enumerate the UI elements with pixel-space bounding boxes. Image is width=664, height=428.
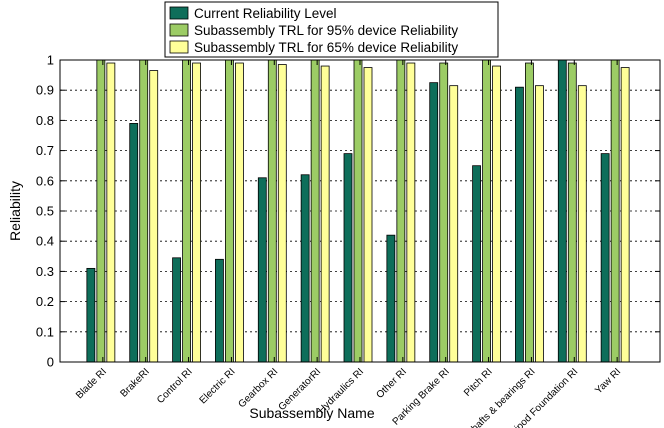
y-axis-ticks: 0 0.1 0.2 0.3 0.4 0.5 0.6 0.7 0.8 0.9 1 bbox=[36, 53, 660, 370]
bar-1 bbox=[386, 234, 396, 363]
bar-1 bbox=[600, 153, 610, 363]
bar-2 bbox=[182, 59, 191, 363]
bar-2 bbox=[267, 59, 277, 363]
y-tick-label: 0.8 bbox=[36, 113, 54, 128]
bar-3 bbox=[406, 62, 416, 363]
bar-1 bbox=[515, 86, 524, 363]
y-tick-label: 0.6 bbox=[36, 173, 54, 188]
legend-entry-2: Subassembly TRL for 95% device Reliabili… bbox=[194, 23, 458, 38]
y-tick-label: 1 bbox=[47, 53, 54, 68]
bar-2 bbox=[96, 59, 106, 363]
y-tick-label: 0.9 bbox=[36, 83, 54, 98]
legend-swatch-1 bbox=[169, 6, 189, 20]
y-tick-label: 0.5 bbox=[36, 204, 54, 219]
bar-1 bbox=[343, 153, 353, 363]
bar-1 bbox=[472, 165, 481, 363]
legend-swatch-3 bbox=[169, 40, 189, 54]
legend-entry-3: Subassembly TRL for 65% device Reliabili… bbox=[194, 40, 458, 55]
y-axis-label: Reliability bbox=[7, 181, 23, 241]
bar-3 bbox=[106, 62, 116, 363]
bar-1 bbox=[86, 267, 96, 363]
y-tick-label: 0.4 bbox=[36, 234, 54, 249]
y-tick-label: 0.2 bbox=[36, 294, 54, 309]
y-tick-label: 0 bbox=[47, 355, 54, 370]
bar-2 bbox=[439, 62, 449, 363]
bar-3 bbox=[577, 85, 587, 363]
bar-2 bbox=[610, 59, 620, 363]
legend-box bbox=[164, 1, 499, 58]
bar-2 bbox=[525, 62, 534, 363]
bar-3 bbox=[192, 62, 201, 363]
bar-2 bbox=[482, 59, 491, 363]
bar-1 bbox=[172, 257, 181, 363]
bar-1 bbox=[215, 258, 224, 363]
bar-2 bbox=[310, 59, 320, 363]
bar-1 bbox=[300, 174, 310, 363]
bar-3 bbox=[363, 67, 373, 363]
bar-3 bbox=[277, 64, 287, 363]
legend: Current Reliability Level Subassembly TRL… bbox=[164, 1, 499, 58]
y-tick-label: 0.7 bbox=[36, 143, 54, 158]
legend-swatch-2 bbox=[169, 23, 189, 37]
bar-2 bbox=[396, 59, 406, 363]
y-tick-label: 0.1 bbox=[36, 324, 54, 339]
bar-3 bbox=[535, 85, 544, 363]
bar-1 bbox=[129, 123, 139, 363]
legend-entry-1: Current Reliability Level bbox=[194, 6, 337, 21]
bar-3 bbox=[235, 62, 244, 363]
bar-1 bbox=[257, 177, 267, 363]
bar-3 bbox=[620, 67, 630, 363]
bar-3 bbox=[149, 70, 159, 363]
bar-2 bbox=[567, 62, 577, 363]
bar-1 bbox=[557, 59, 567, 363]
x-axis-label: Subassembly Name bbox=[249, 405, 374, 421]
bar-2 bbox=[353, 59, 363, 363]
bar-3 bbox=[492, 65, 501, 363]
bar-3 bbox=[449, 85, 459, 363]
y-tick-label: 0.3 bbox=[36, 264, 54, 279]
bar-3 bbox=[320, 65, 330, 363]
bar-2 bbox=[225, 59, 234, 363]
bar-1 bbox=[429, 82, 439, 363]
bar-2 bbox=[139, 59, 149, 363]
